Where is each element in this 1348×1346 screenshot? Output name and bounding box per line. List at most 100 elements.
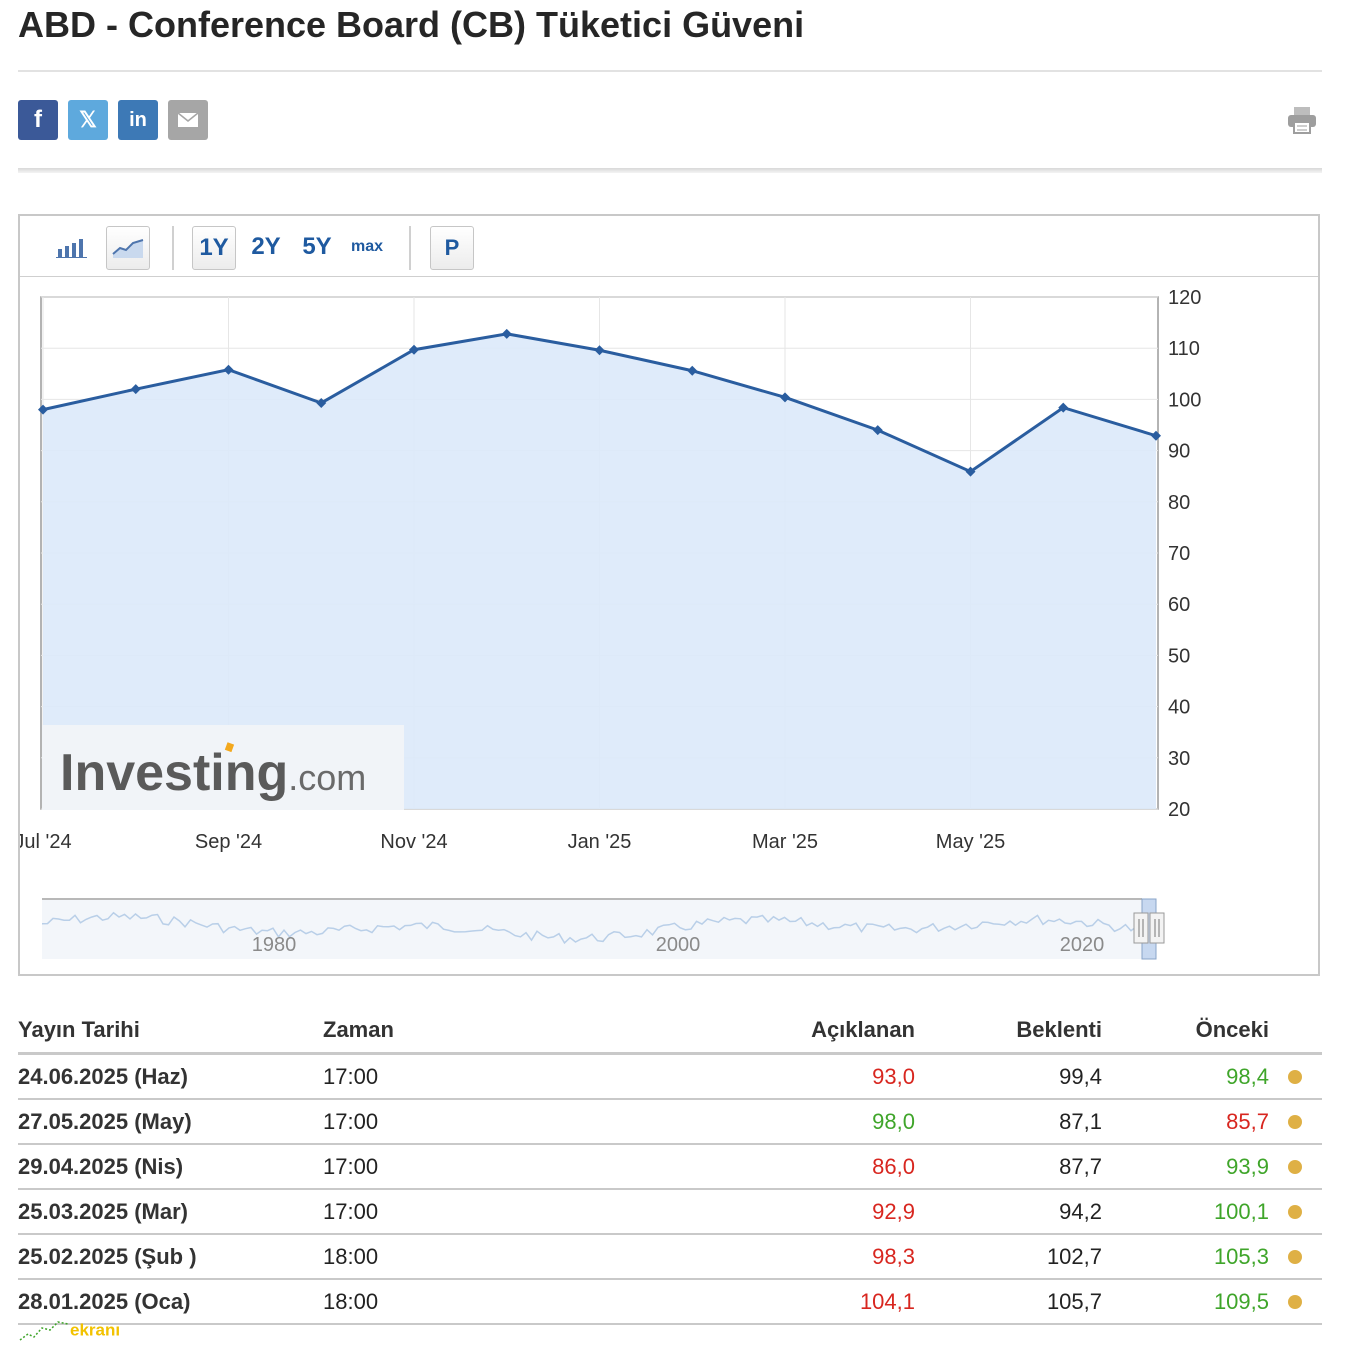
chart-axes: 20 30 40 50 60 70 80 90 100 110 120 Jul '24 Sep '24 N… bbox=[20, 287, 1201, 853]
y-tick-label: 60 bbox=[1168, 594, 1190, 616]
chart-area bbox=[43, 333, 1156, 809]
forecast-cell: 87,7 bbox=[915, 1144, 1102, 1190]
y-tick-label: 30 bbox=[1168, 748, 1190, 770]
release-date-cell: 27.05.2025 (May) bbox=[18, 1099, 323, 1145]
history-table: Yayın Tarihi Zaman Açıklanan Beklenti Ön… bbox=[18, 1008, 1322, 1325]
x-tick-label: Nov '24 bbox=[380, 831, 447, 853]
forecast-cell: 94,2 bbox=[915, 1189, 1102, 1235]
importance-dot-icon bbox=[1288, 1069, 1302, 1084]
logo-domain: .com bbox=[288, 757, 366, 798]
range-2y-button[interactable]: 2Y bbox=[251, 233, 281, 260]
release-date-cell: 25.03.2025 (Mar) bbox=[18, 1189, 323, 1235]
navigator-year-label: 2020 bbox=[1060, 934, 1105, 956]
navigator-handle[interactable] bbox=[1133, 912, 1149, 944]
previous-cell: 100,1 bbox=[1102, 1189, 1269, 1235]
watermark-chart-icon bbox=[19, 1321, 69, 1341]
share-divider bbox=[18, 168, 1322, 173]
table-row: 25.02.2025 (Şub ) 18:00 98,3 102,7 105,3 bbox=[18, 1234, 1322, 1280]
x-tick-label: May '25 bbox=[936, 831, 1005, 853]
release-date-cell: 29.04.2025 (Nis) bbox=[18, 1144, 323, 1190]
email-share-button[interactable] bbox=[168, 100, 208, 140]
time-cell: 17:00 bbox=[323, 1189, 623, 1235]
x-tick-label: Jan '25 bbox=[568, 831, 632, 853]
importance-dot-icon bbox=[1288, 1159, 1302, 1174]
toolbar-separator bbox=[409, 226, 411, 270]
consumer-confidence-chart[interactable]: Investing.com 20 30 40 50 60 70 80 90 100 110 120 J… bbox=[20, 216, 1318, 974]
bar-chart-icon bbox=[56, 239, 87, 258]
previous-cell: 105,3 bbox=[1102, 1234, 1269, 1280]
previous-cell: 98,4 bbox=[1102, 1053, 1269, 1100]
data-point bbox=[687, 365, 698, 376]
facebook-share-button[interactable]: f bbox=[18, 100, 58, 140]
header-release-date[interactable]: Yayın Tarihi bbox=[18, 1008, 323, 1055]
header-actual[interactable]: Açıklanan bbox=[623, 1008, 915, 1055]
preliminary-button[interactable]: P bbox=[430, 226, 474, 270]
importance-cell bbox=[1269, 1189, 1322, 1235]
logo-brand: Investing bbox=[60, 744, 288, 802]
header-time[interactable]: Zaman bbox=[323, 1008, 623, 1055]
footer-watermark: ekranı bbox=[18, 1318, 120, 1344]
chart-navigator[interactable]: 1980 2000 2020 bbox=[41, 898, 1165, 960]
printer-icon[interactable] bbox=[1287, 105, 1317, 135]
navigator-year-label: 1980 bbox=[252, 934, 297, 956]
line-chart-button[interactable] bbox=[106, 226, 150, 270]
range-max-button[interactable]: max bbox=[350, 238, 384, 255]
importance-cell bbox=[1269, 1144, 1322, 1190]
actual-cell: 98,3 bbox=[623, 1234, 915, 1280]
actual-cell: 92,9 bbox=[623, 1189, 915, 1235]
time-cell: 18:00 bbox=[323, 1279, 623, 1325]
data-point bbox=[965, 466, 976, 477]
linkedin-icon: in bbox=[129, 108, 147, 131]
importance-dot-icon bbox=[1288, 1249, 1302, 1264]
y-tick-label: 50 bbox=[1168, 645, 1190, 667]
previous-cell: 109,5 bbox=[1102, 1279, 1269, 1325]
data-point bbox=[223, 364, 234, 375]
table-row: 27.05.2025 (May) 17:00 98,0 87,1 85,7 bbox=[18, 1099, 1322, 1145]
release-date-cell: 25.02.2025 (Şub ) bbox=[18, 1234, 323, 1280]
navigator-series bbox=[41, 911, 1143, 945]
importance-cell bbox=[1269, 1234, 1322, 1280]
data-point bbox=[1058, 402, 1069, 413]
y-tick-label: 120 bbox=[1168, 287, 1201, 309]
header-forecast[interactable]: Beklenti bbox=[915, 1008, 1102, 1055]
bar-chart-button[interactable] bbox=[50, 226, 94, 268]
twitter-icon: 𝕏 bbox=[79, 107, 97, 132]
header-previous[interactable]: Önceki bbox=[1102, 1008, 1269, 1055]
y-tick-label: 20 bbox=[1168, 799, 1190, 821]
history-table-container: Yayın Tarihi Zaman Açıklanan Beklenti Ön… bbox=[18, 1008, 1322, 1325]
actual-cell: 104,1 bbox=[623, 1279, 915, 1325]
header-importance bbox=[1269, 1008, 1322, 1055]
toolbar-separator bbox=[172, 226, 174, 270]
navigator-year-label: 2000 bbox=[656, 934, 701, 956]
table-header-row: Yayın Tarihi Zaman Açıklanan Beklenti Ön… bbox=[18, 1008, 1322, 1055]
previous-cell: 93,9 bbox=[1102, 1144, 1269, 1190]
forecast-cell: 105,7 bbox=[915, 1279, 1102, 1325]
data-point bbox=[130, 384, 141, 395]
forecast-cell: 102,7 bbox=[915, 1234, 1102, 1280]
importance-cell bbox=[1269, 1053, 1322, 1100]
range-1y-button[interactable]: 1Y bbox=[192, 226, 236, 270]
y-tick-label: 100 bbox=[1168, 389, 1201, 411]
previous-cell: 85,7 bbox=[1102, 1099, 1269, 1145]
importance-dot-icon bbox=[1288, 1294, 1302, 1309]
time-cell: 17:00 bbox=[323, 1053, 623, 1100]
forecast-cell: 99,4 bbox=[915, 1053, 1102, 1100]
chart-container: 1Y 2Y 5Y max P Investing.com 20 30 40 50 60 7… bbox=[18, 214, 1320, 976]
table-row: 29.04.2025 (Nis) 17:00 86,0 87,7 93,9 bbox=[18, 1144, 1322, 1190]
data-point bbox=[780, 392, 790, 403]
twitter-share-button[interactable]: 𝕏 bbox=[68, 100, 108, 140]
importance-dot-icon bbox=[1288, 1114, 1302, 1129]
title-divider bbox=[18, 70, 1322, 72]
range-5y-button[interactable]: 5Y bbox=[302, 233, 332, 260]
table-row: 25.03.2025 (Mar) 17:00 92,9 94,2 100,1 bbox=[18, 1189, 1322, 1235]
navigator-handle[interactable] bbox=[1149, 912, 1165, 944]
envelope-icon bbox=[178, 113, 198, 127]
time-cell: 17:00 bbox=[323, 1099, 623, 1145]
time-cell: 18:00 bbox=[323, 1234, 623, 1280]
actual-cell: 86,0 bbox=[623, 1144, 915, 1190]
data-point bbox=[1151, 430, 1161, 441]
data-point bbox=[316, 397, 327, 408]
data-point bbox=[409, 344, 419, 355]
linkedin-share-button[interactable]: in bbox=[118, 100, 158, 140]
y-tick-label: 90 bbox=[1168, 441, 1190, 463]
